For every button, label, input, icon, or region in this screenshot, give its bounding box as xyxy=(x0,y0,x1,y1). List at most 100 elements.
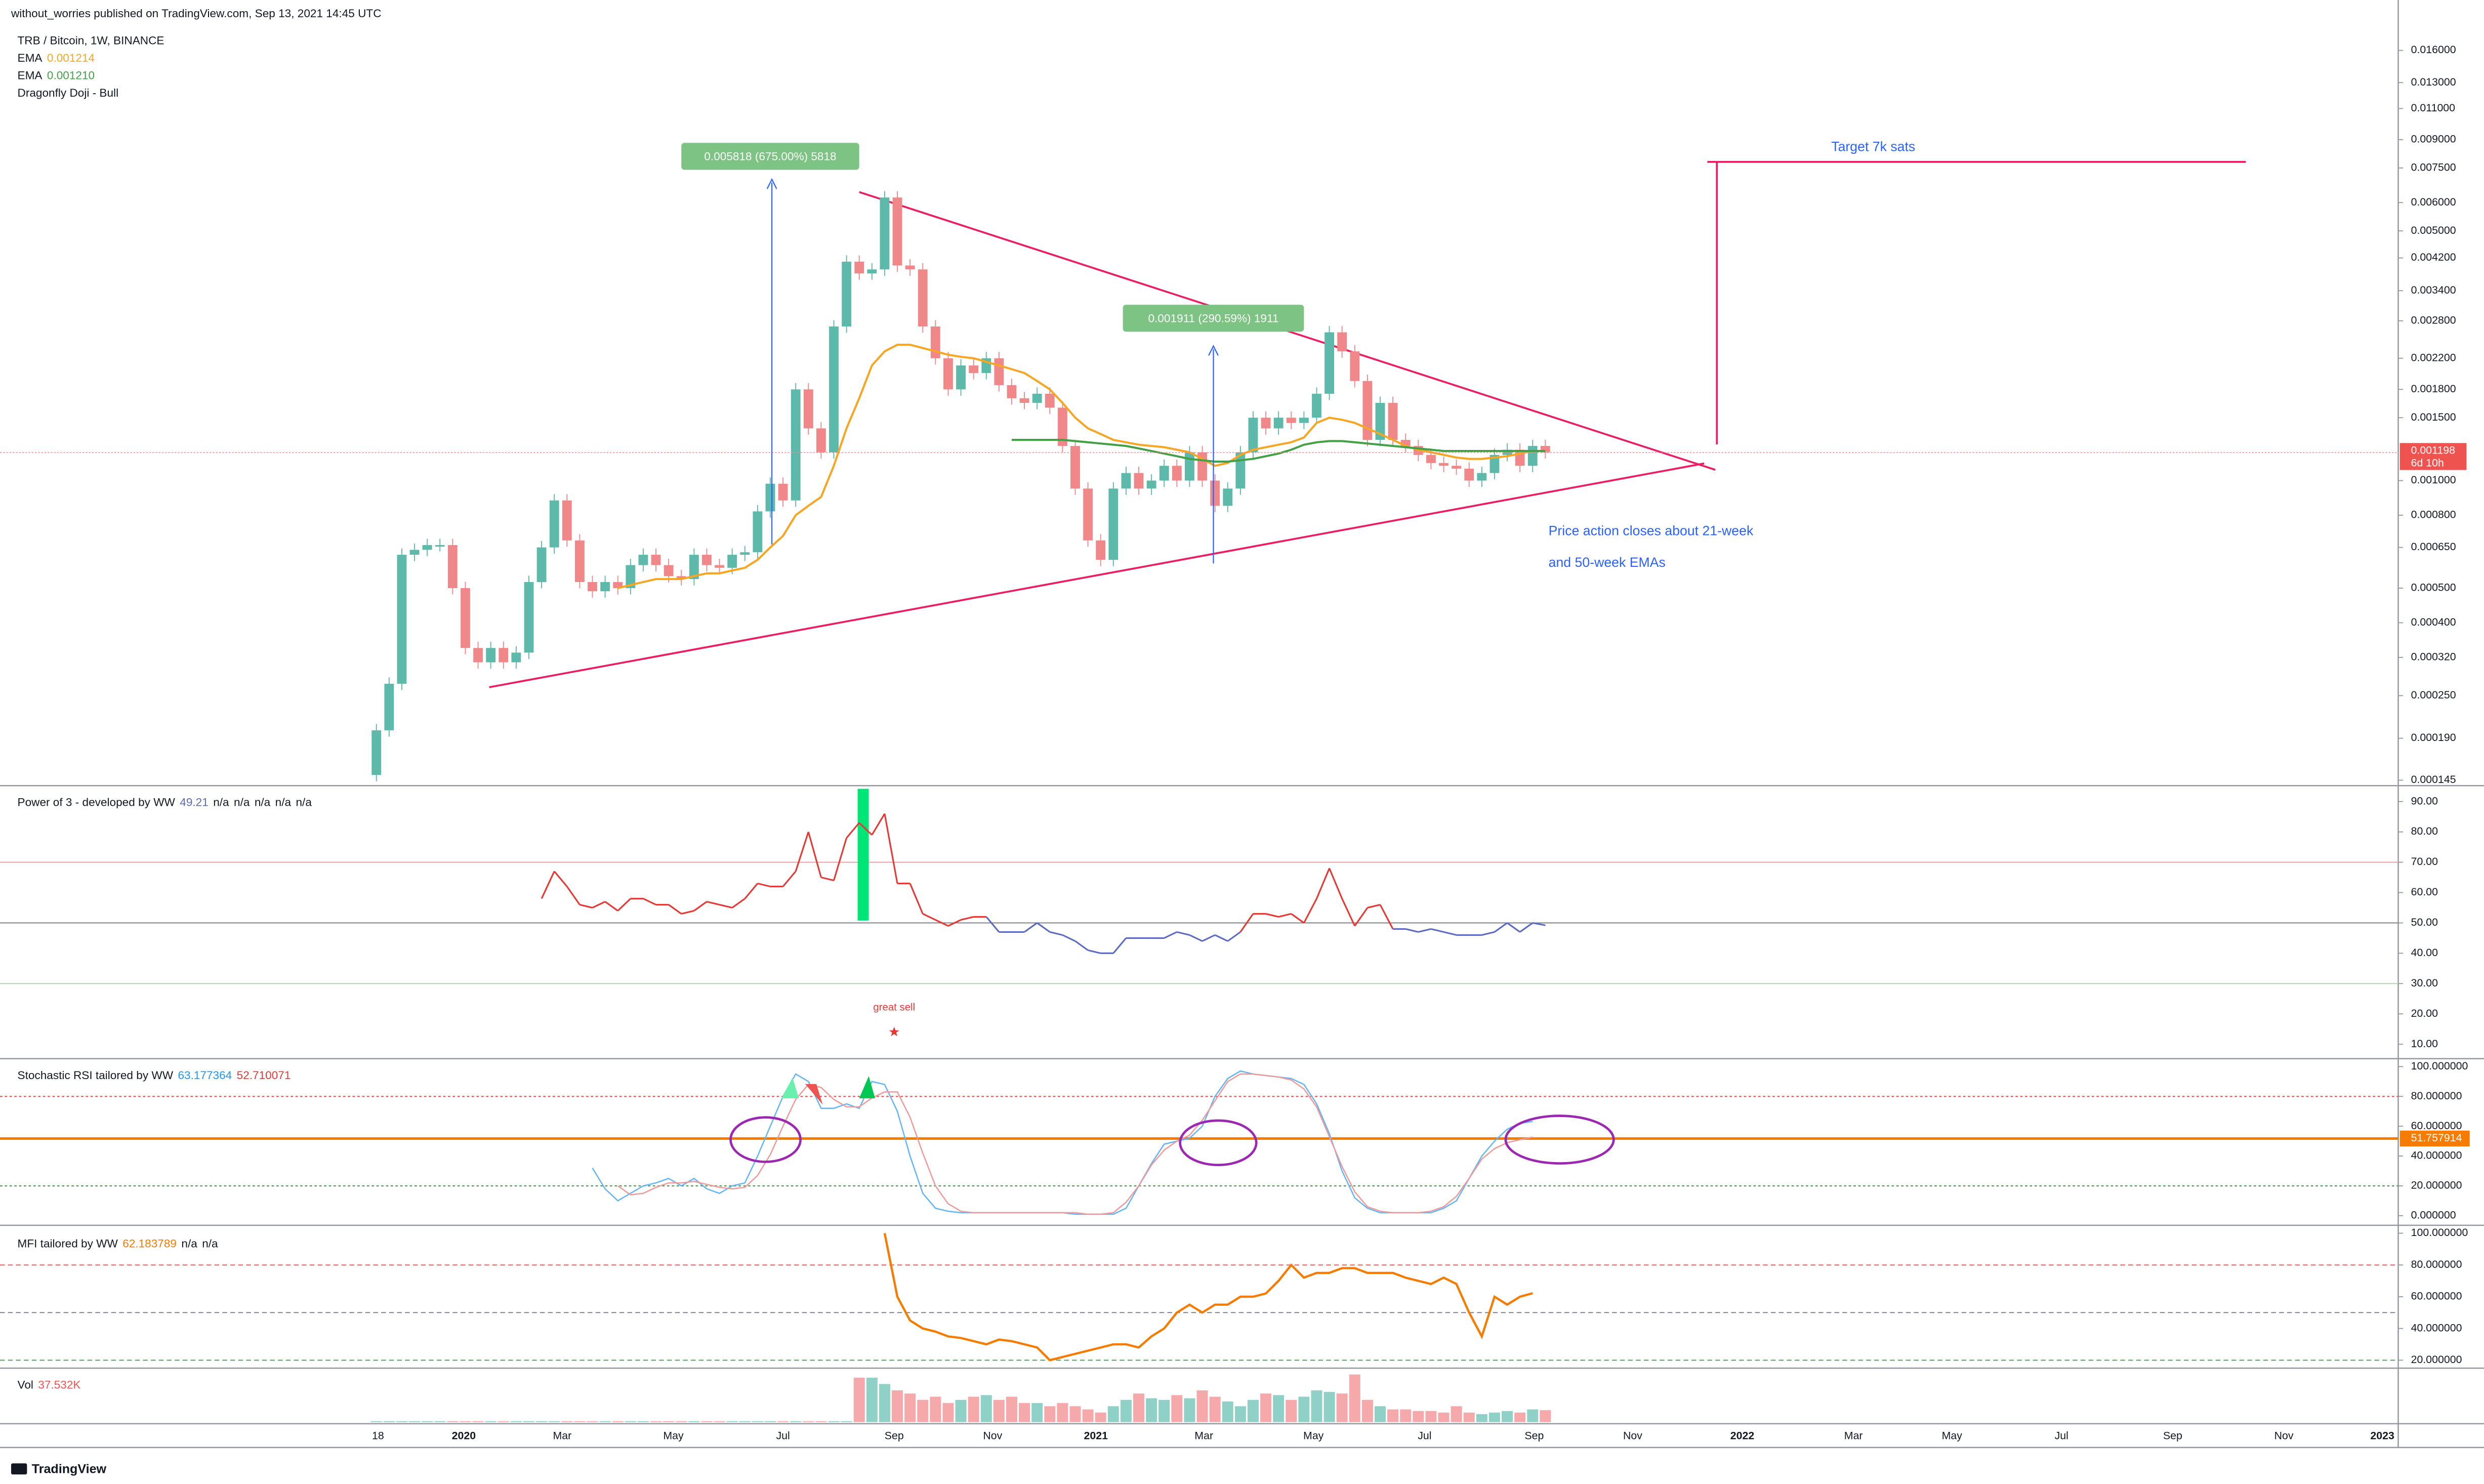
legend-item: n/a xyxy=(275,796,292,809)
candle xyxy=(536,547,547,582)
candle xyxy=(1172,466,1182,481)
volume-bar xyxy=(1336,1393,1348,1422)
legend: Vol 37.532K xyxy=(18,1379,81,1391)
volume-bar xyxy=(447,1421,459,1422)
volume-bar xyxy=(650,1421,662,1422)
countdown: 6d 10h xyxy=(2411,457,2444,469)
volume-bar xyxy=(1527,1409,1539,1422)
volume-bar xyxy=(752,1421,763,1422)
indicator-segment xyxy=(731,898,746,909)
indicator-segment xyxy=(1303,898,1317,924)
x-tick-label: 18 xyxy=(372,1430,384,1442)
volume-bar xyxy=(688,1421,700,1422)
volume-bar xyxy=(612,1421,624,1422)
y-tick-label: 0.002200 xyxy=(2411,351,2456,363)
candle xyxy=(1210,480,1220,506)
indicator-segment xyxy=(1074,940,1089,951)
volume-bar xyxy=(1273,1395,1285,1422)
candle xyxy=(486,648,496,663)
indicator-segment xyxy=(1418,928,1431,933)
ema-line xyxy=(1011,439,1546,463)
y-tick-label: 0.000800 xyxy=(2411,509,2456,521)
legend-item: Power of 3 - developed by WW xyxy=(18,796,176,809)
candle xyxy=(435,545,445,547)
y-tick-label: 10.00 xyxy=(2411,1038,2438,1050)
candle xyxy=(1134,473,1144,489)
x-tick-label: May xyxy=(1303,1430,1324,1442)
volume-bar xyxy=(383,1421,395,1422)
y-tick-label: 0.002800 xyxy=(2411,314,2456,326)
legend-item: Vol xyxy=(18,1379,33,1391)
candle xyxy=(524,582,534,653)
x-tick-label: Jul xyxy=(1418,1430,1431,1442)
x-tick-label: Nov xyxy=(1623,1430,1642,1442)
volume-bar xyxy=(574,1421,586,1422)
volume-bar xyxy=(879,1384,890,1422)
candle xyxy=(1248,418,1258,452)
indicator-segment xyxy=(744,883,759,899)
legend: MFI tailored by WW 62.183789 n/a n/a xyxy=(18,1237,219,1250)
candle xyxy=(1439,463,1448,466)
y-tick-label: 0.001800 xyxy=(2411,383,2456,395)
y-tick-label: 0.013000 xyxy=(2411,76,2456,88)
measure-label: 0.005818 (675.00%) 5818 xyxy=(704,150,836,162)
candle xyxy=(918,269,928,327)
indicator-segment xyxy=(1227,931,1241,942)
candle xyxy=(664,565,674,576)
candle xyxy=(588,582,597,592)
indicator-segment xyxy=(1367,903,1381,909)
indicator-segment xyxy=(935,919,949,927)
indicator-segment xyxy=(1329,868,1343,899)
candle xyxy=(905,265,915,270)
legend: TRB / Bitcoin, 1W, BINANCE xyxy=(18,34,164,47)
candle xyxy=(1185,452,1194,481)
indicator-segment xyxy=(1214,934,1228,942)
volume-bar xyxy=(1311,1390,1322,1422)
y-tick-label: 20.00 xyxy=(2411,1007,2438,1019)
volume-bar xyxy=(370,1421,382,1422)
candle xyxy=(1527,446,1538,466)
volume-bar xyxy=(1031,1403,1043,1422)
candle xyxy=(854,261,864,274)
indicator-segment xyxy=(985,916,1000,933)
volume-bar xyxy=(1146,1398,1157,1422)
candle xyxy=(867,269,877,274)
indicator-segment xyxy=(782,871,797,887)
candle xyxy=(1362,381,1373,440)
x-tick-label: Sep xyxy=(1524,1430,1544,1442)
candle xyxy=(1045,393,1055,408)
volume-bar xyxy=(828,1421,840,1422)
indicator-segment xyxy=(1494,922,1508,933)
indicator-segment xyxy=(592,901,606,909)
arrow-head xyxy=(766,178,777,189)
y-tick-label: 0.000000 xyxy=(2411,1209,2456,1221)
volume-bar xyxy=(1323,1392,1335,1422)
indicator-segment xyxy=(1443,931,1457,936)
volume-bar xyxy=(1069,1406,1081,1422)
indicator-segment xyxy=(1316,868,1331,899)
y-tick-label: 0.000650 xyxy=(2411,541,2456,553)
volume-bar xyxy=(1361,1399,1373,1422)
candle xyxy=(715,565,724,568)
signal-marker xyxy=(781,1078,799,1098)
candle xyxy=(1375,402,1385,440)
legend-item: 49.21 xyxy=(180,796,209,809)
candle xyxy=(473,648,483,663)
y-tick-label: 0.005000 xyxy=(2411,224,2456,236)
y-tick-label: 100.000000 xyxy=(2411,1060,2468,1072)
volume-bar xyxy=(815,1421,827,1422)
volume-bar xyxy=(1387,1409,1399,1422)
last-price-label: 0.001198 xyxy=(2411,444,2455,457)
legend-item: EMA xyxy=(18,69,43,81)
candle xyxy=(702,555,712,565)
measure-label: 0.001911 (290.59%) 1911 xyxy=(1148,312,1279,324)
candle xyxy=(626,565,636,589)
y-tick-label: 90.00 xyxy=(2411,795,2438,807)
y-tick-label: 40.000000 xyxy=(2411,1322,2462,1334)
marker-label: 51.757914 xyxy=(2411,1132,2462,1144)
candle xyxy=(1299,418,1309,423)
x-tick-label: Sep xyxy=(2163,1430,2182,1442)
candle xyxy=(1273,418,1284,429)
volume-bar xyxy=(1349,1374,1360,1422)
